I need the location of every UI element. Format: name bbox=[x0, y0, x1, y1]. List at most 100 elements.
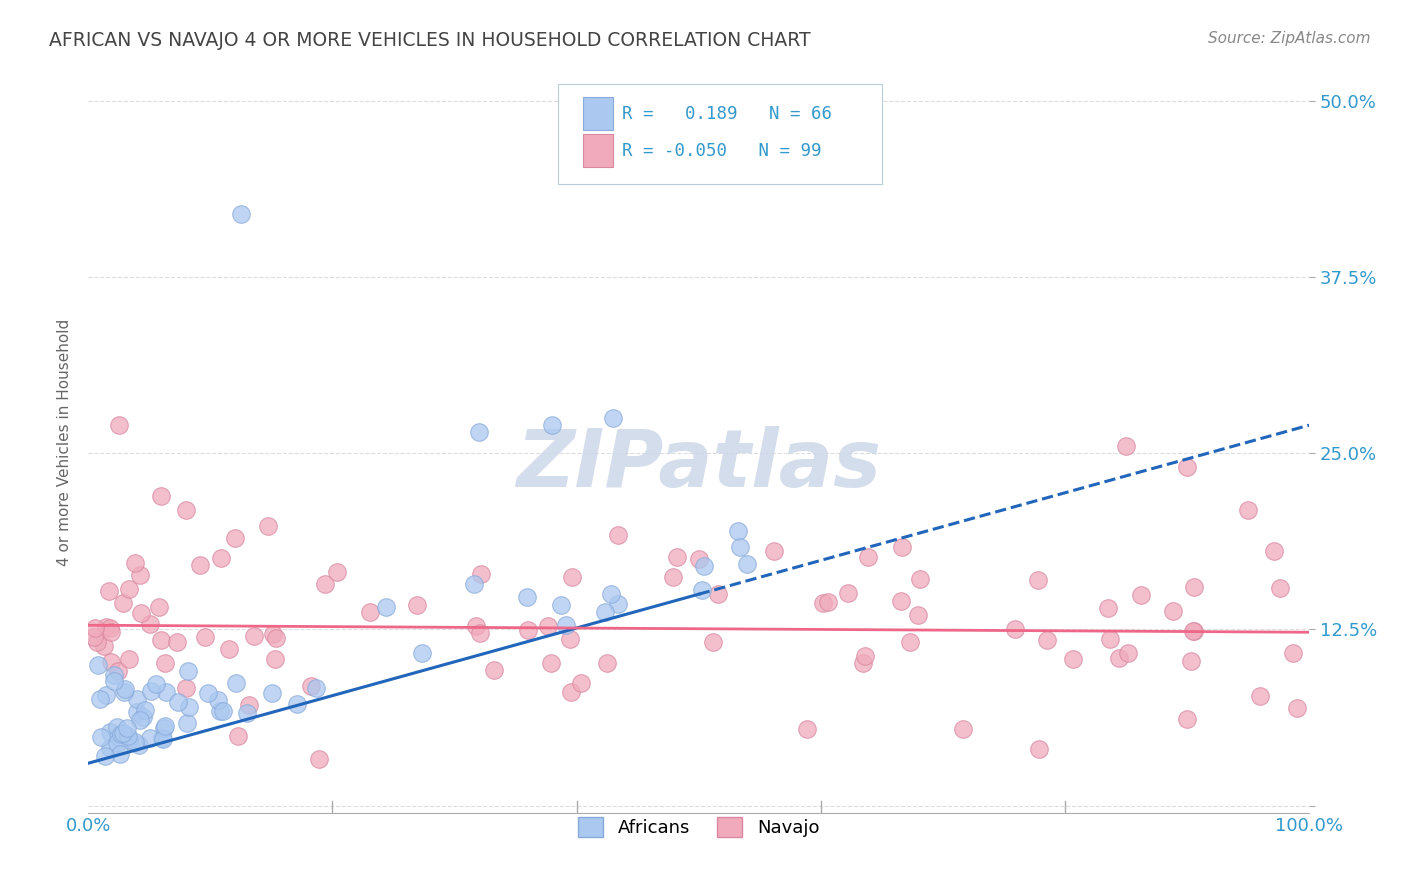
Point bbox=[837, 586, 859, 600]
Point bbox=[98, 741, 121, 756]
Point bbox=[87, 658, 110, 673]
Point bbox=[688, 552, 710, 566]
Point bbox=[665, 549, 688, 564]
Point bbox=[890, 594, 912, 608]
Point bbox=[96, 688, 118, 702]
Point bbox=[1249, 689, 1271, 703]
Point bbox=[596, 657, 619, 671]
Point bbox=[690, 583, 713, 598]
Point bbox=[470, 567, 492, 582]
Point bbox=[83, 630, 105, 644]
Point bbox=[139, 684, 162, 698]
Point bbox=[124, 735, 146, 749]
Point bbox=[763, 544, 786, 558]
Point bbox=[517, 623, 540, 637]
Point bbox=[359, 605, 381, 619]
Point bbox=[1035, 632, 1057, 647]
Point bbox=[1115, 439, 1137, 453]
Point bbox=[111, 726, 134, 740]
Point bbox=[305, 681, 328, 695]
Point bbox=[326, 565, 349, 579]
Point bbox=[236, 706, 259, 720]
Point bbox=[124, 557, 146, 571]
Point bbox=[150, 633, 173, 648]
Point bbox=[555, 618, 578, 632]
Point bbox=[209, 550, 232, 565]
Point bbox=[1108, 650, 1130, 665]
Point bbox=[558, 632, 581, 647]
Point bbox=[174, 681, 197, 695]
Point bbox=[224, 531, 246, 545]
Point bbox=[1129, 588, 1152, 602]
Point bbox=[107, 418, 129, 433]
Point bbox=[98, 725, 121, 739]
Point bbox=[238, 698, 260, 712]
Point bbox=[299, 679, 322, 693]
Point bbox=[197, 686, 219, 700]
Text: AFRICAN VS NAVAJO 4 OR MORE VEHICLES IN HOUSEHOLD CORRELATION CHART: AFRICAN VS NAVAJO 4 OR MORE VEHICLES IN … bbox=[49, 31, 811, 50]
Point bbox=[90, 730, 112, 744]
Point bbox=[117, 651, 139, 665]
Point bbox=[176, 716, 198, 731]
Point bbox=[155, 685, 177, 699]
Legend: Africans, Navajo: Africans, Navajo bbox=[571, 810, 827, 844]
Point bbox=[153, 718, 176, 732]
Point bbox=[516, 590, 538, 604]
Point bbox=[561, 570, 583, 584]
Point bbox=[229, 207, 252, 221]
Point bbox=[194, 630, 217, 644]
Point bbox=[225, 676, 247, 690]
Point bbox=[167, 695, 190, 709]
Point bbox=[735, 558, 758, 572]
Point bbox=[100, 625, 122, 640]
Point bbox=[139, 617, 162, 632]
Point bbox=[89, 692, 111, 706]
FancyBboxPatch shape bbox=[582, 134, 613, 168]
Point bbox=[606, 528, 628, 542]
Point bbox=[907, 607, 929, 622]
Point bbox=[107, 731, 129, 745]
Point bbox=[468, 626, 491, 640]
Y-axis label: 4 or more Vehicles in Household: 4 or more Vehicles in Household bbox=[58, 319, 72, 566]
Point bbox=[208, 704, 231, 718]
Point bbox=[541, 418, 564, 433]
Point bbox=[263, 652, 285, 666]
Point bbox=[152, 732, 174, 747]
Point bbox=[285, 698, 308, 712]
Point bbox=[465, 619, 488, 633]
Point bbox=[110, 727, 132, 741]
Point bbox=[1182, 580, 1205, 594]
Point bbox=[796, 722, 818, 736]
Point bbox=[1004, 622, 1026, 636]
Point bbox=[1237, 502, 1260, 516]
Point bbox=[264, 631, 287, 645]
Point bbox=[218, 642, 240, 657]
Point bbox=[898, 635, 921, 649]
Point bbox=[1184, 624, 1206, 638]
Point bbox=[207, 692, 229, 706]
Point bbox=[103, 668, 125, 682]
Point bbox=[125, 692, 148, 706]
Point bbox=[817, 595, 839, 609]
Point bbox=[314, 576, 336, 591]
Point bbox=[177, 664, 200, 678]
Point bbox=[117, 722, 139, 736]
Point bbox=[86, 635, 108, 649]
Point bbox=[1175, 460, 1198, 475]
Point bbox=[1062, 651, 1084, 665]
Point bbox=[550, 598, 572, 612]
FancyBboxPatch shape bbox=[582, 97, 613, 130]
Point bbox=[112, 685, 135, 699]
Point bbox=[1263, 544, 1285, 558]
Point bbox=[484, 663, 506, 677]
Point bbox=[166, 635, 188, 649]
Point bbox=[727, 524, 749, 539]
Point bbox=[308, 752, 330, 766]
Point bbox=[114, 682, 136, 697]
Point bbox=[108, 747, 131, 761]
Point bbox=[105, 720, 128, 734]
FancyBboxPatch shape bbox=[558, 84, 882, 184]
Point bbox=[100, 655, 122, 669]
Point bbox=[93, 640, 115, 654]
Point bbox=[134, 703, 156, 717]
